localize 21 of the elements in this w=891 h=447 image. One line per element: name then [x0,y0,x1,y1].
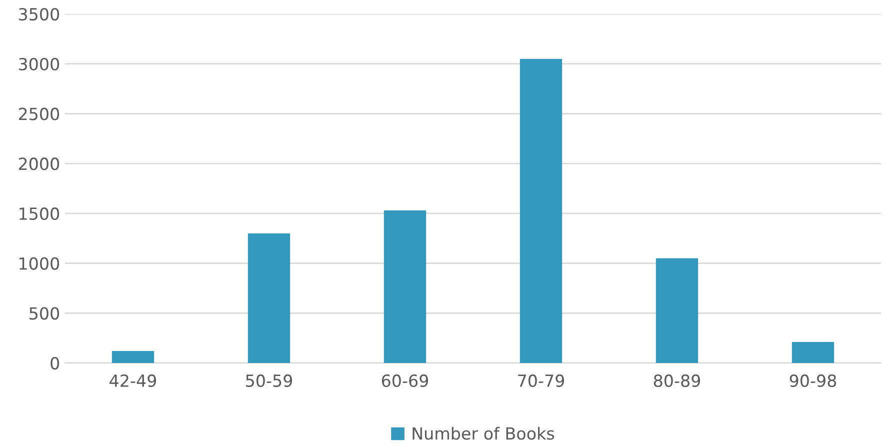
y-tick-label: 1500 [20,207,60,220]
x-tick-label: 60-69 [382,374,428,388]
bar [384,210,426,363]
bar [792,342,834,363]
x-tick-label: 90-98 [790,374,836,388]
bar [656,258,698,363]
legend-label: Number of Books [412,426,554,440]
y-tick-label: 2000 [18,158,60,170]
y-tick-label: 2500 [18,108,60,120]
y-tick-label: 500 [30,307,60,320]
bar [112,351,154,363]
bar [248,233,290,363]
x-tick-label: 70-79 [518,374,564,388]
bar [520,58,562,363]
y-tick-label: 0 [50,356,60,370]
y-tick-label: 3500 [18,8,60,21]
y-tick-label: 3000 [18,58,60,70]
y-tick-label: 1000 [20,257,60,270]
x-tick-label: 42-49 [110,374,156,388]
x-tick-label: 50-59 [246,374,292,388]
x-tick-label: 80-89 [654,374,700,388]
